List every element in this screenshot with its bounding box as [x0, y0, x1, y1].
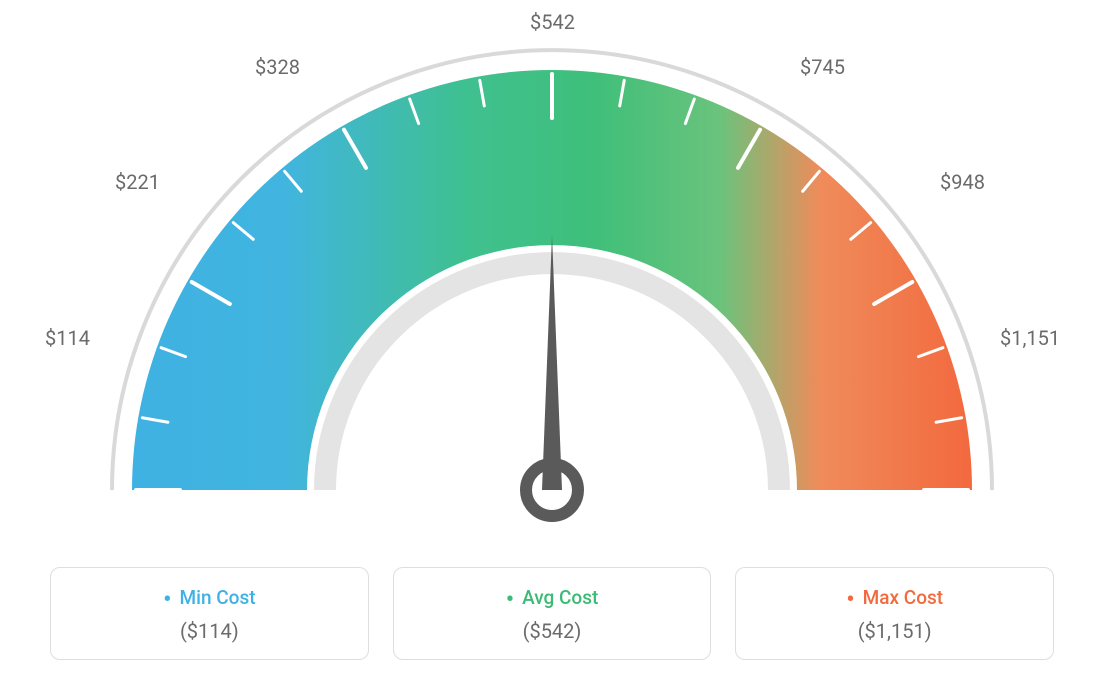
legend-max-value: ($1,151) [746, 619, 1043, 643]
gauge-tick-label: $948 [940, 170, 985, 194]
legend-card-max: Max Cost ($1,151) [735, 567, 1054, 660]
legend-row: Min Cost ($114) Avg Cost ($542) Max Cost… [50, 567, 1054, 660]
gauge-svg [72, 20, 1032, 560]
legend-avg-label: Avg Cost [404, 586, 701, 609]
gauge-tick-label: $745 [800, 55, 845, 79]
legend-min-label: Min Cost [61, 586, 358, 609]
gauge-tick-label: $328 [255, 55, 300, 79]
legend-avg-value: ($542) [404, 619, 701, 643]
cost-gauge: $114 $221 $328 $542 $745 $948 $1,151 [0, 0, 1104, 560]
legend-max-label: Max Cost [746, 586, 1043, 609]
gauge-tick-label: $114 [45, 326, 90, 350]
gauge-tick-label: $221 [115, 170, 160, 194]
gauge-tick-label: $1,151 [1000, 326, 1060, 350]
gauge-tick-label: $542 [530, 10, 575, 34]
legend-min-value: ($114) [61, 619, 358, 643]
legend-card-avg: Avg Cost ($542) [393, 567, 712, 660]
legend-card-min: Min Cost ($114) [50, 567, 369, 660]
